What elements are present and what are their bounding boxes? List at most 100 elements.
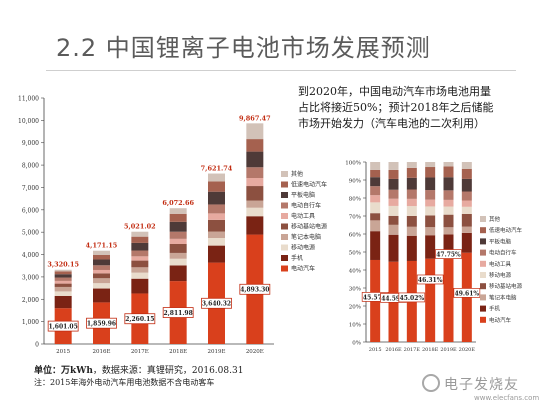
chart1-legend-label: 电动汽车 <box>291 265 315 273</box>
chart2-legend-label: 低速电动汽车 <box>489 226 523 234</box>
chart1-bar-segment <box>246 207 264 217</box>
chart1-bar-segment <box>246 123 264 140</box>
chart2-y-tick-label: 90% <box>349 179 361 185</box>
chart1-bar-segment <box>131 256 149 261</box>
chart2-bar-segment <box>443 256 454 342</box>
chart2-bar-segment <box>425 206 436 216</box>
chart2-legend-swatch <box>480 238 486 245</box>
chart1-bar-segment <box>208 219 225 232</box>
chart1-total-label: 7,621.74 <box>201 165 233 173</box>
chart1-x-tick-label: 2017E <box>131 349 149 355</box>
chart2-bar-segment <box>425 199 436 207</box>
chart2-y-tick-label: 100% <box>345 161 361 167</box>
chart2-bar-segment <box>461 169 472 179</box>
chart2-bar-segment <box>370 213 381 221</box>
chart2-bar-segment <box>443 214 454 228</box>
chart1-bar-segment <box>93 259 110 266</box>
chart1-y-tick-label: 3,000 <box>22 274 39 281</box>
chart2-bar-segment <box>388 224 399 235</box>
chart1-bar-segment <box>169 208 187 214</box>
chart2-legend-label: 平板电脑 <box>489 237 512 245</box>
chart1-bar-segment <box>208 237 225 246</box>
chart2-y-tick-label: 40% <box>349 269 361 275</box>
chart1-x-tick-label: 2015 <box>56 349 70 355</box>
description-line-3: 市场开始发力（汽车电池的二次利用） <box>298 117 485 130</box>
chart1-y-tick-label: 8,000 <box>22 163 39 170</box>
chart2-bar-segment <box>425 167 436 178</box>
chart2-legend-swatch <box>480 305 486 312</box>
chart1-y-tick-label: 2,000 <box>22 297 39 304</box>
chart1-bar-segment <box>208 173 225 182</box>
footnote-note: 注：2015年海外电动汽车用电池数据不含电动客车 <box>34 378 215 387</box>
chart2-ev-share-label: 44.59% <box>381 295 406 302</box>
chart1-legend-swatch <box>281 192 288 198</box>
chart1-legend-swatch <box>281 223 288 230</box>
chart2-bar-segment <box>461 214 472 227</box>
chart1-ev-label-box <box>239 283 271 295</box>
chart1-bar-segment <box>54 269 72 272</box>
chart1-bar-segment <box>208 213 225 220</box>
description-text: 到2020年，中国电动汽车市场电池用量 占比将接近50%；预计2018年之后储能… <box>298 84 543 132</box>
chart2-bar-segment <box>443 162 454 167</box>
chart1-bar-segment <box>54 280 72 284</box>
chart2-y-tick-label: 20% <box>349 305 361 311</box>
chart1-bar-segment <box>208 245 225 263</box>
chart1-total-label: 3,320.15 <box>47 261 79 269</box>
chart1-legend-swatch <box>281 171 288 177</box>
chart2-ev-share-box <box>416 274 444 285</box>
chart2-bar-segment <box>370 162 381 170</box>
chart2-ev-share-label: 47.75% <box>436 252 461 259</box>
chart1-ev-label-box <box>201 297 232 309</box>
chart2-bar-segment <box>443 166 454 178</box>
chart1-y-tick-label: 9,000 <box>22 140 39 147</box>
chart1-x-tick-label: 2019E <box>207 349 225 355</box>
chart2-bar-segment <box>388 178 399 190</box>
chart1-ev-label: 2,811.98 <box>164 310 193 317</box>
footnote-unit: 单位：万kWh，数据来源：真锂研究，2016.08.31 <box>34 363 243 376</box>
chart1-legend-label: 电动自行车 <box>291 202 321 210</box>
chart1-bar-segment <box>54 283 72 287</box>
chart2-ev-share-box <box>453 288 481 298</box>
chart2-legend-label: 移动基站电源 <box>489 282 523 290</box>
watermark-logo-icon <box>422 374 440 392</box>
chart1-bar-segment <box>93 269 110 274</box>
chart2-bar-segment <box>461 162 472 170</box>
chart2-legend-label: 手机 <box>489 305 501 313</box>
chart2-bar-segment <box>425 190 436 200</box>
chart1-bar-segment <box>131 260 149 268</box>
chart1-bar-segment <box>131 236 149 243</box>
chart2-bar-segment <box>388 234 399 262</box>
chart1-legend-label: 低速电动汽车 <box>291 181 327 189</box>
chart2-bar-segment <box>370 177 381 187</box>
chart1-ev-label: 1,859.96 <box>87 321 116 328</box>
chart2-x-tick-label: 2018E <box>422 347 439 353</box>
chart1-ev-label: 3,640.32 <box>202 301 231 308</box>
chart2-bar-segment <box>443 190 454 200</box>
chart1-bar-segment <box>54 277 72 281</box>
description-line-1: 到2020年，中国电动汽车市场电池用量 <box>298 85 491 98</box>
chart2-bar-segment <box>388 162 399 170</box>
chart1-bar-segment <box>54 295 72 309</box>
chart2-legend-swatch <box>480 294 486 301</box>
chart2-ev-share-box <box>398 292 426 303</box>
chart2-ev-share-box <box>435 249 462 259</box>
chart1-legend-swatch <box>281 265 288 272</box>
chart2-x-tick-label: 2017E <box>404 347 421 353</box>
chart2-y-tick-label: 80% <box>349 197 361 203</box>
chart2-bar-segment <box>388 189 399 199</box>
chart1-total-label: 6,072.66 <box>162 199 194 207</box>
chart1-ev-label-box <box>86 317 117 329</box>
chart1-bar-segment <box>208 231 225 238</box>
chart1-y-tick-label: 7,000 <box>22 185 39 192</box>
chart2-bar-segment <box>370 220 381 232</box>
footnote-source: ，数据来源：真锂研究，2016.08.31 <box>92 366 244 376</box>
chart2-legend-swatch <box>480 227 486 234</box>
chart1-legend-swatch <box>281 234 288 240</box>
chart1-bar-segment <box>93 250 110 255</box>
chart1-bar-segment <box>54 274 72 278</box>
chart1-ev-label: 4,893.30 <box>240 287 269 294</box>
chart2-bar-segment <box>370 195 381 203</box>
chart1-x-tick-label: 2020E <box>246 349 264 355</box>
chart2-x-tick-label: 2016E <box>385 347 402 353</box>
